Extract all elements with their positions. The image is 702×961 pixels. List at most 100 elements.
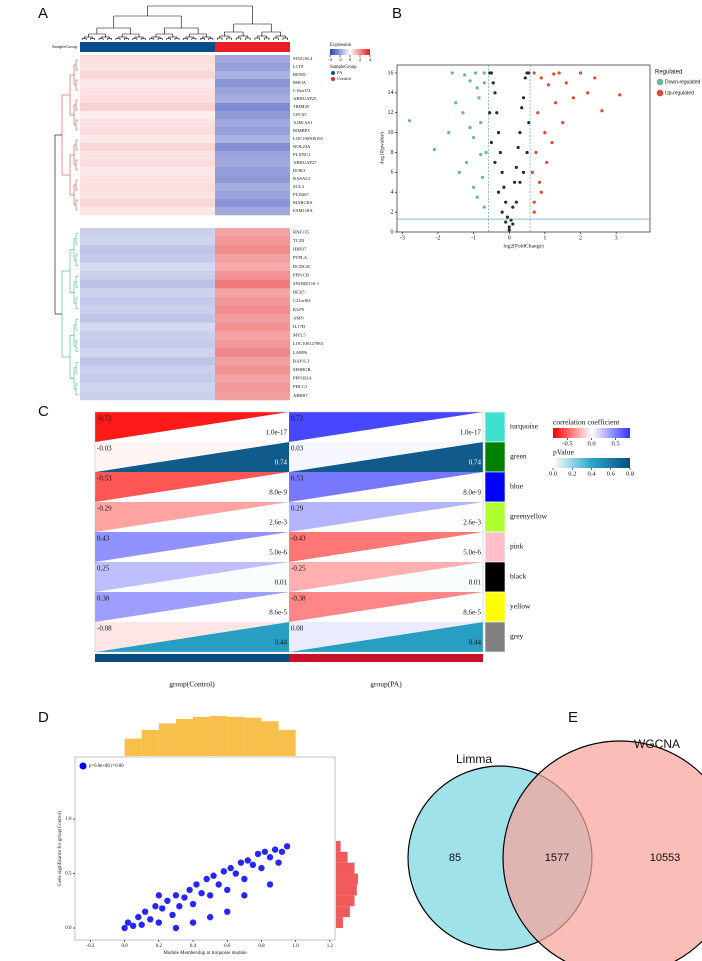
point xyxy=(450,71,454,75)
point xyxy=(482,81,486,85)
histogram-bar xyxy=(175,719,194,756)
heatmap-cell xyxy=(215,374,290,384)
point xyxy=(432,147,437,152)
module-swatch xyxy=(484,501,506,533)
module-label: grey xyxy=(510,632,524,641)
correlation-cell xyxy=(289,622,483,652)
histogram-bar xyxy=(336,851,348,863)
point xyxy=(155,919,163,926)
heatmap-cell xyxy=(80,183,215,192)
heatmap-cell xyxy=(215,103,290,112)
correlation-cell xyxy=(289,502,483,532)
gene-label: AMN xyxy=(293,315,304,320)
legend-marker xyxy=(656,89,664,97)
heatmap-cell xyxy=(80,87,215,96)
point xyxy=(578,71,583,75)
legend-tick-label: -0.5 xyxy=(562,440,572,447)
heatmap-cell xyxy=(80,55,215,64)
venn-count: 85 xyxy=(449,852,461,864)
point xyxy=(121,924,128,932)
x-axis-label: Module Membership in turquoise module xyxy=(163,951,247,956)
point xyxy=(521,96,526,100)
gene-label: SH3BGR xyxy=(293,367,312,372)
p-value-label: 0.01 xyxy=(469,579,482,587)
point xyxy=(186,886,193,894)
point xyxy=(152,903,159,910)
heatmap-cell xyxy=(80,228,215,237)
correlation-cell xyxy=(95,562,289,592)
legend-tick-label: 0.5 xyxy=(612,440,620,447)
heatmap-cell xyxy=(80,191,215,200)
gene-label: MARCKS xyxy=(293,200,313,205)
heatmap-cell xyxy=(80,365,215,375)
p-value-label: 2.6e-3 xyxy=(269,519,287,527)
heatmap-cell xyxy=(215,87,290,96)
heatmap-cell xyxy=(215,253,290,263)
x-tick-label: 2 xyxy=(579,235,582,241)
point xyxy=(546,83,551,87)
heatmap-cell xyxy=(215,339,290,349)
point xyxy=(278,848,286,855)
point xyxy=(224,908,231,915)
venn-set xyxy=(502,740,702,961)
point xyxy=(498,150,502,155)
plot-frame xyxy=(74,756,336,941)
point xyxy=(189,919,197,926)
y-tick-label: 14 xyxy=(388,90,394,96)
point xyxy=(477,96,481,100)
point xyxy=(553,101,558,105)
legend-marker xyxy=(331,71,335,75)
gene-label: LOC100506195 xyxy=(293,136,324,141)
point xyxy=(241,875,248,883)
histogram-bar xyxy=(336,862,355,874)
point xyxy=(518,180,522,184)
gene-label: KLF9 xyxy=(293,307,305,312)
heatmap-cell xyxy=(215,71,290,80)
point xyxy=(502,185,506,189)
y-tick-label: 12 xyxy=(388,110,394,116)
point xyxy=(507,225,511,229)
gene-label: FAM118A xyxy=(293,208,313,213)
correlation-cell xyxy=(289,442,483,472)
point xyxy=(482,71,486,75)
point xyxy=(532,200,536,204)
set-label: Limma xyxy=(456,752,492,766)
heatmap-cell xyxy=(215,159,290,168)
legend-tick-label: 0 xyxy=(349,57,352,62)
legend-label: Down-regulated xyxy=(665,79,701,85)
venn-count: 10553 xyxy=(650,852,681,864)
correlation-label: -0.38 xyxy=(291,595,306,603)
legend-tick-label: 0.2 xyxy=(568,470,576,477)
point xyxy=(258,864,265,872)
heatmap-cell xyxy=(215,262,290,272)
point xyxy=(254,850,262,858)
heatmap-cell xyxy=(80,245,215,255)
point xyxy=(518,130,522,135)
heatmap-cell xyxy=(80,253,215,263)
heatmap-cell xyxy=(215,127,290,136)
x-axis-label: log2(FoldChange) xyxy=(503,242,543,249)
histogram-bar xyxy=(193,716,211,756)
gene-label: IL17D xyxy=(293,324,306,329)
point xyxy=(141,908,149,915)
point xyxy=(193,881,200,888)
legend-tick-label: 0.8 xyxy=(626,470,634,477)
correlation-label: -0.29 xyxy=(97,505,112,513)
point xyxy=(457,170,461,174)
heatmap-cell xyxy=(215,55,290,64)
point xyxy=(475,86,479,90)
heatmap-cell xyxy=(215,228,290,237)
gene-label: LOC100127983 xyxy=(293,341,324,346)
gene-label: ZCL3 xyxy=(293,184,305,189)
point xyxy=(210,872,217,879)
point xyxy=(203,875,210,883)
point xyxy=(537,180,542,184)
module-label: greenyellow xyxy=(510,512,548,521)
heatmap-cell xyxy=(80,167,215,176)
heatmap-cell xyxy=(80,63,215,72)
legend-tick-label: 4 xyxy=(369,57,372,62)
p-value-label: 8.0e-9 xyxy=(463,489,481,497)
heatmap-cell xyxy=(215,143,290,152)
point xyxy=(507,228,511,232)
